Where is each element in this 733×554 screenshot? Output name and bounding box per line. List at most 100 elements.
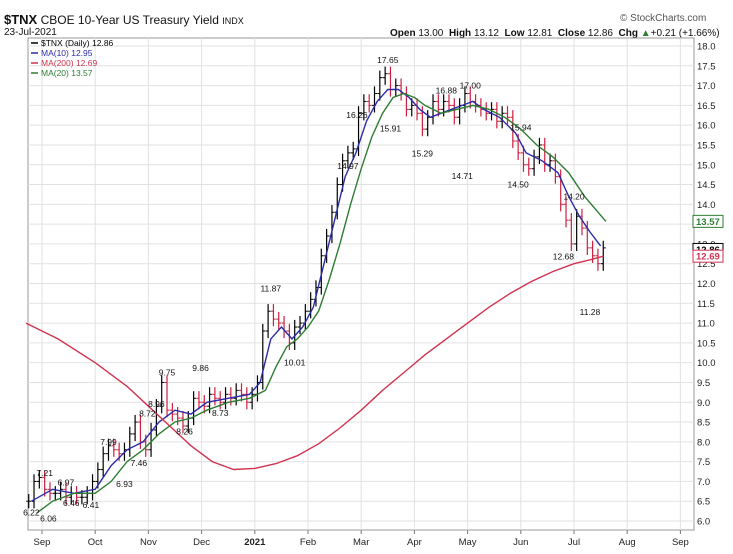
value-annotation: 14.50 bbox=[507, 180, 529, 190]
chart-date: 23-Jul-2021 bbox=[4, 27, 57, 38]
y-tick-label: 17.5 bbox=[697, 61, 716, 72]
value-annotation: 6.41 bbox=[83, 500, 100, 510]
value-annotation: 11.87 bbox=[260, 284, 281, 294]
y-tick-label: 8.5 bbox=[697, 418, 710, 429]
x-tick-label: Mar bbox=[353, 537, 369, 548]
security-name: CBOE 10-Year US Treasury Yield bbox=[40, 13, 219, 27]
price-box bbox=[692, 214, 724, 228]
low-value: 12.81 bbox=[527, 28, 553, 39]
y-tick-label: 9.0 bbox=[697, 398, 710, 409]
y-tick-label: 12.5 bbox=[697, 259, 716, 270]
low-label: Low bbox=[504, 28, 525, 39]
ohlc-readout: Open 13.00 High 13.12 Low 12.81 Close 12… bbox=[390, 28, 720, 39]
series-line-ma200 bbox=[25, 255, 604, 471]
value-annotation: 15.94 bbox=[510, 123, 532, 133]
legend-entry: MA(10) 12.95 bbox=[41, 48, 93, 58]
open-value: 13.00 bbox=[418, 28, 444, 39]
legend-entry: MA(200) 12.69 bbox=[41, 58, 97, 68]
exchange: INDX bbox=[222, 16, 244, 26]
series-line-ma20 bbox=[36, 92, 607, 514]
y-tick-label: 9.5 bbox=[697, 378, 710, 389]
x-tick-label: Sep bbox=[34, 537, 51, 548]
symbol: $TNX bbox=[4, 12, 38, 27]
value-annotation: 16.88 bbox=[436, 85, 458, 95]
value-annotation: 11.28 bbox=[580, 307, 601, 317]
x-tick-label: Sep bbox=[672, 537, 689, 548]
y-tick-label: 6.0 bbox=[697, 517, 710, 528]
value-annotation: 17.65 bbox=[377, 55, 399, 65]
x-tick-label: Dec bbox=[193, 537, 210, 548]
value-annotation: 6.93 bbox=[116, 479, 133, 489]
high-value: 13.12 bbox=[473, 28, 499, 39]
axes: 6.0 6.5 7.0 7.5 8.0 8.5 9.0 9.5 10.0 10.5 11.0 11.5… bbox=[34, 42, 724, 548]
y-tick-label: 15.0 bbox=[697, 160, 716, 171]
value-annotation: 8.73 bbox=[212, 408, 229, 418]
value-annotation: 12.68 bbox=[553, 252, 575, 262]
value-annotation: 14.20 bbox=[563, 191, 585, 201]
value-annotation: 17.00 bbox=[460, 81, 482, 91]
value-annotation: 15.91 bbox=[380, 124, 402, 134]
y-tick-label: 10.5 bbox=[697, 338, 716, 349]
y-tick-label: 6.5 bbox=[697, 497, 710, 508]
annotations: 6.22 7.21 6.06 6.97 6.46 6.41 7.99 6.93 7.46 8.72… bbox=[23, 55, 600, 524]
chg-label: Chg bbox=[618, 28, 638, 39]
value-annotation: 6.97 bbox=[58, 478, 75, 488]
value-annotation: 9.75 bbox=[159, 368, 176, 378]
y-tick-label: 16.5 bbox=[697, 101, 716, 112]
series-group bbox=[25, 66, 607, 514]
chart-title: $TNX CBOE 10-Year US Treasury Yield INDX bbox=[4, 12, 244, 27]
value-annotation: 7.21 bbox=[36, 468, 53, 478]
high-label: High bbox=[448, 28, 472, 39]
x-tick-label: Apr bbox=[407, 537, 422, 548]
x-tick-label: Nov bbox=[140, 537, 157, 548]
x-tick-label: May bbox=[459, 537, 477, 548]
price-box bbox=[692, 249, 724, 263]
value-annotation: 14.97 bbox=[337, 161, 359, 171]
value-annotation: 8.72 bbox=[139, 408, 156, 418]
x-tick-label: Jun bbox=[513, 537, 528, 548]
open-label: Open bbox=[390, 28, 416, 39]
value-annotation: 9.86 bbox=[192, 363, 209, 373]
x-tick-label: Aug bbox=[619, 537, 636, 548]
x-tick-label: 2021 bbox=[244, 537, 266, 548]
value-annotation: 10.01 bbox=[284, 357, 306, 367]
y-tick-label: 10.0 bbox=[697, 358, 716, 369]
y-tick-label: 11.5 bbox=[697, 299, 715, 310]
y-tick-label: 11.0 bbox=[697, 319, 715, 330]
y-tick-label: 16.0 bbox=[697, 121, 716, 132]
close-label: Close bbox=[557, 28, 586, 39]
x-tick-label: Feb bbox=[300, 537, 316, 548]
close-value: 12.86 bbox=[587, 28, 613, 39]
y-tick-label: 15.5 bbox=[697, 140, 716, 151]
y-tick-label: 17.0 bbox=[697, 81, 716, 92]
value-annotation: 16.26 bbox=[346, 110, 368, 120]
y-tick-label: 14.5 bbox=[697, 180, 716, 191]
chg-value: +0.21 (+1.66%) bbox=[650, 28, 720, 39]
y-tick-label: 12.0 bbox=[697, 279, 716, 290]
value-annotation: 8.96 bbox=[148, 399, 165, 409]
y-tick-label: 7.5 bbox=[697, 457, 710, 468]
x-tick-label: Jul bbox=[568, 537, 580, 548]
value-annotation: 6.46 bbox=[63, 498, 80, 508]
value-annotation: 14.71 bbox=[452, 171, 474, 181]
y-tick-label: 18.0 bbox=[697, 42, 716, 53]
legend-entry: MA(20) 13.57 bbox=[41, 68, 93, 78]
value-annotation: 8.26 bbox=[176, 427, 193, 437]
value-annotation: 6.22 bbox=[23, 507, 40, 517]
y-tick-label: 14.0 bbox=[697, 200, 716, 211]
value-annotation: 7.99 bbox=[100, 437, 117, 447]
legend-entry: $TNX (Daily) 12.86 bbox=[41, 38, 114, 48]
x-tick-label: Oct bbox=[88, 537, 103, 548]
value-annotation: 7.46 bbox=[131, 458, 148, 468]
price-box-label: 13.57 bbox=[696, 217, 720, 228]
brand[interactable]: © StockCharts.com bbox=[620, 13, 707, 24]
y-tick-label: 8.0 bbox=[697, 437, 710, 448]
value-annotation: 6.06 bbox=[40, 514, 57, 524]
series-line-ma10 bbox=[31, 88, 602, 502]
price-box-label: 12.69 bbox=[696, 252, 720, 263]
value-annotation: 15.29 bbox=[412, 148, 434, 158]
triangle-up-icon: ▲ bbox=[640, 28, 651, 39]
y-tick-label: 7.0 bbox=[697, 477, 710, 488]
